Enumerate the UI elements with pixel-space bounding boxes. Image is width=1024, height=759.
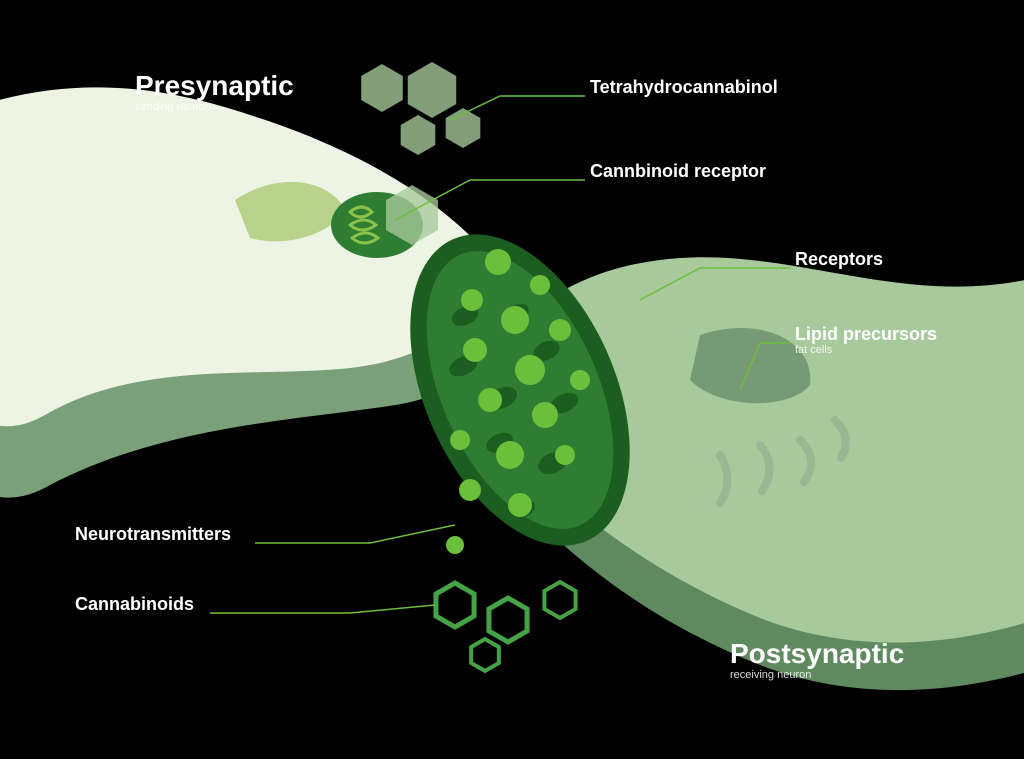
presynaptic-title: Presynaptic sending neuron [135, 72, 294, 113]
postsynaptic-title-text: Postsynaptic [730, 638, 904, 669]
label-neurotransmitters: Neurotransmitters [75, 525, 231, 544]
label-cannabinoids: Cannabinoids [75, 595, 194, 614]
label-cannabinoid-recept: Cannbinoid receptor [590, 162, 766, 181]
presynaptic-subtitle: sending neuron [135, 102, 294, 113]
label-lipid-precursors: Lipid precursors fat cells [795, 325, 937, 356]
postsynaptic-subtitle: receiving neuron [730, 670, 904, 681]
label-thc: Tetrahydrocannabinol [590, 78, 778, 97]
presynaptic-title-text: Presynaptic [135, 70, 294, 101]
label-receptors: Receptors [795, 250, 883, 269]
postsynaptic-title: Postsynaptic receiving neuron [730, 640, 904, 681]
